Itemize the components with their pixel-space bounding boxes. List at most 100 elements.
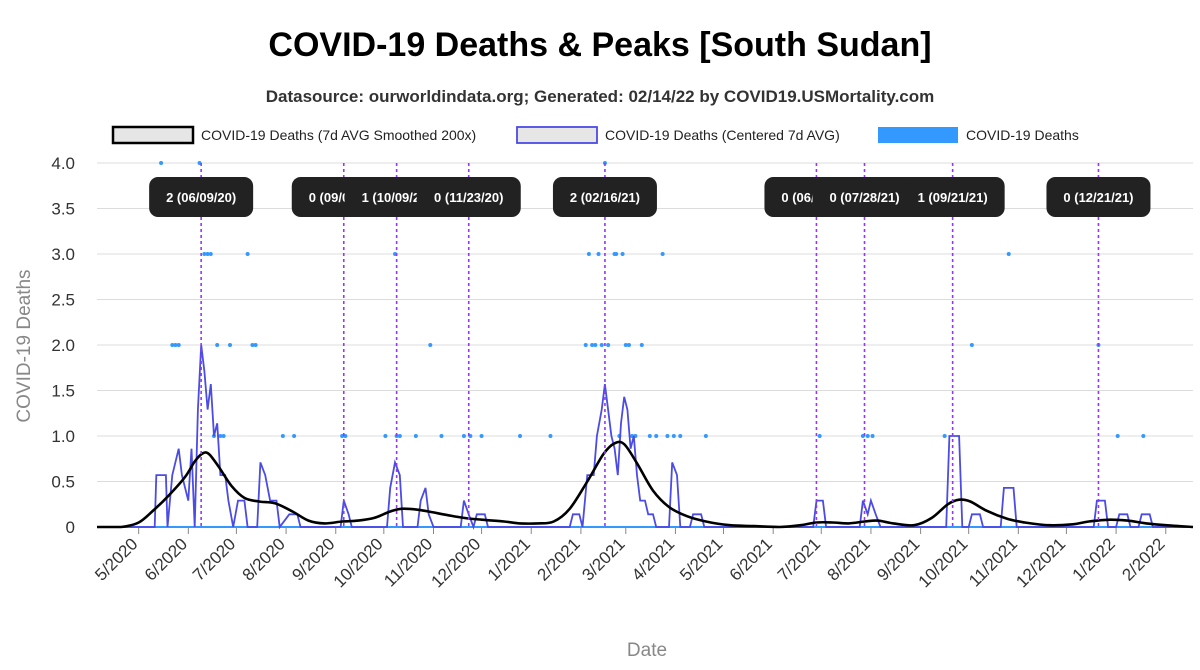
x-tick-label: 8/2020 [239,534,289,584]
smoothed-avg-path [97,440,1194,529]
x-tick-label: 8/2021 [824,534,874,584]
peak-label-box [552,177,657,217]
daily-death-point [548,434,553,438]
daily-death-point [596,252,601,256]
x-tick-label: 11/2021 [965,534,1021,590]
daily-death-point [647,434,652,438]
daily-death-point [614,252,619,256]
legend-swatch-daily [878,127,958,143]
x-tick-label: 11/2020 [380,534,436,590]
y-tick-label: 1.0 [51,427,75,446]
y-tick-label: 1.5 [51,382,75,401]
x-tick-label: 7/2021 [774,534,824,584]
y-tick-label: 4.0 [51,154,75,173]
daily-death-point [428,343,433,347]
legend: COVID-19 Deaths (7d AVG Smoothed 200x) CO… [111,125,1079,145]
daily-death-point [292,434,297,438]
peak-label-text: 0 (07/28/21) [829,190,899,205]
x-tick-label: 6/2020 [141,534,191,584]
daily-death-point [170,343,175,347]
legend-swatch-smoothed [111,125,195,145]
x-tick-label: 12/2020 [428,534,485,591]
peak-label-box [149,177,254,217]
daily-death-point [1006,252,1011,256]
y-tick-label: 2.0 [51,336,75,355]
legend-label: COVID-19 Deaths (7d AVG Smoothed 200x) [201,127,476,143]
daily-death-point [942,434,947,438]
x-tick-label: 12/2021 [1012,534,1069,591]
peak-label: 2 (02/16/21) [552,177,657,217]
peak-label: 1 (09/21/21) [900,177,1005,217]
daily-death-point [221,434,226,438]
daily-death-point [865,434,870,438]
daily-death-point [439,434,444,438]
x-tick-label: 5/2020 [91,534,141,584]
x-tick-label: 1/2021 [484,534,534,584]
daily-death-point [703,434,708,438]
daily-death-point [678,434,683,438]
y-tick-label: 3.5 [51,200,75,219]
chart-title: COVID-19 Deaths & Peaks [South Sudan] [268,26,931,64]
chart-subtitle: Datasource: ourworldindata.org; Generate… [266,87,935,106]
daily-death-point [660,252,665,256]
daily-death-point [215,343,220,347]
y-axis-title: COVID-19 Deaths [14,269,35,422]
x-tick-label: 2/2021 [534,534,584,584]
daily-death-point [227,343,232,347]
daily-death-point [383,434,388,438]
daily-death-point [671,434,676,438]
peak-label-text: 1 (09/21/21) [918,190,988,205]
x-tick-label: 7/2020 [189,534,239,584]
daily-death-point [413,434,418,438]
daily-death-point [1115,434,1120,438]
daily-death-point [606,343,611,347]
daily-death-point [870,434,875,438]
daily-death-point [253,343,258,347]
peak-label-box [900,177,1005,217]
x-tick-label: 6/2021 [726,534,776,584]
daily-death-point [280,434,285,438]
y-axis: 0 0.5 1.0 1.5 2.0 2.5 3.0 3.5 4.0 [51,154,75,537]
peak-label-text: 0 (12/21/21) [1063,190,1133,205]
peak-label: 0 (07/28/21) [812,177,917,217]
daily-death-point [479,434,484,438]
daily-death-point [218,434,223,438]
peak-label: 0 (12/21/21) [1046,177,1151,217]
daily-death-point [586,252,591,256]
peak-label-text: 0 (11/23/20) [434,190,503,205]
y-tick-label: 0 [66,518,75,537]
x-tick-label: 3/2021 [578,534,628,584]
x-tick-label: 2/2022 [1118,534,1168,584]
x-axis-title: Date [627,640,667,661]
peak-label: 2 (06/09/20) [149,177,254,217]
daily-death-point [176,343,181,347]
smoothed-avg-line [97,440,1194,529]
x-tick-label: 10/2021 [915,534,972,591]
daily-death-point [208,252,213,256]
daily-death-point [623,343,628,347]
y-tick-label: 3.0 [51,245,75,264]
legend-label: COVID-19 Deaths [966,127,1079,143]
daily-death-point [397,434,402,438]
daily-death-point [173,343,178,347]
y-tick-label: 0.5 [51,473,75,492]
daily-death-point [639,343,644,347]
daily-death-point [205,252,210,256]
daily-death-point [817,434,822,438]
daily-death-point [599,343,604,347]
daily-death-point [969,343,974,347]
x-tick-label: 1/2022 [1069,534,1119,584]
peak-label-box [1046,177,1151,217]
legend-swatch-centered [516,126,598,144]
daily-death-point [590,343,595,347]
x-tick-label: 10/2020 [330,534,387,591]
centered-avg-path [97,344,1193,530]
peak-label-text: 1 (10/09/20) [362,190,432,205]
grid [97,162,1193,528]
daily-death-point [665,434,670,438]
daily-death-point [583,343,588,347]
daily-death-point [654,434,659,438]
legend-label: COVID-19 Deaths (Centered 7d AVG) [605,127,840,143]
